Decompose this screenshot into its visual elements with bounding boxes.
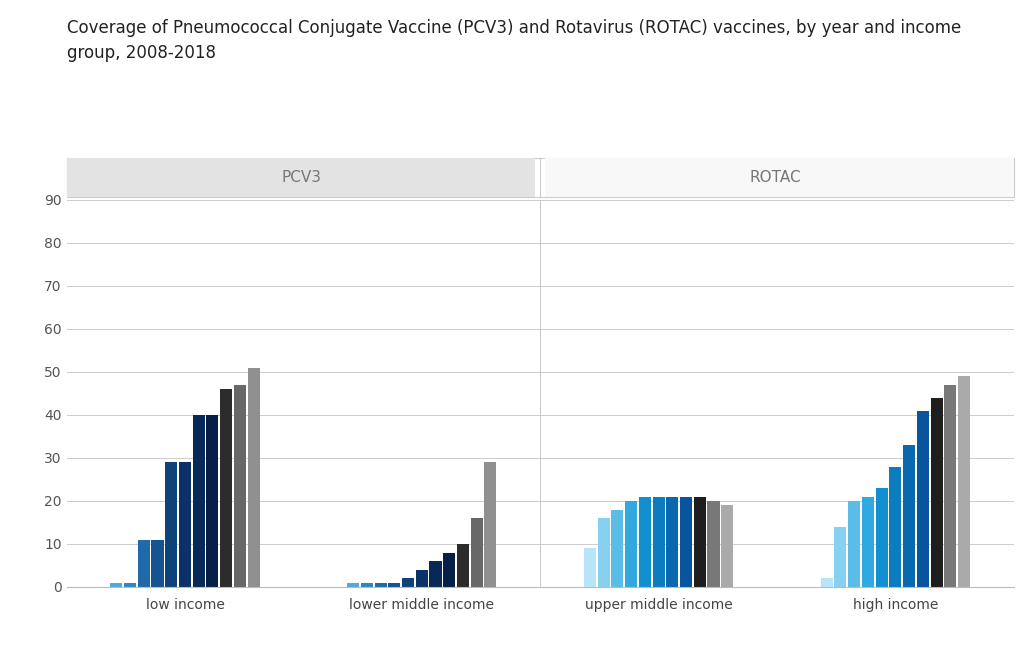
Bar: [889, 466, 901, 587]
Bar: [721, 505, 733, 587]
Bar: [179, 462, 191, 587]
Bar: [667, 497, 678, 587]
Bar: [207, 415, 218, 587]
Bar: [165, 462, 177, 587]
Bar: [584, 548, 596, 587]
Bar: [876, 488, 888, 587]
Bar: [545, 158, 1014, 197]
Bar: [611, 510, 624, 587]
Bar: [903, 445, 915, 587]
Bar: [124, 582, 136, 587]
Bar: [931, 398, 943, 587]
Text: PCV3: PCV3: [282, 170, 322, 185]
Bar: [347, 582, 359, 587]
Bar: [137, 540, 150, 587]
Bar: [680, 497, 692, 587]
Text: ROTAC: ROTAC: [750, 170, 801, 185]
Bar: [416, 570, 428, 587]
Bar: [152, 540, 164, 587]
Bar: [67, 158, 536, 197]
Bar: [388, 582, 400, 587]
Bar: [944, 385, 956, 587]
Bar: [693, 497, 706, 587]
Text: Coverage of Pneumococcal Conjugate Vaccine (PCV3) and Rotavirus (ROTAC) vaccines: Coverage of Pneumococcal Conjugate Vacci…: [67, 19, 961, 63]
Bar: [708, 501, 720, 587]
Bar: [429, 561, 441, 587]
Bar: [220, 389, 232, 587]
Bar: [625, 501, 637, 587]
Bar: [835, 527, 847, 587]
Bar: [457, 544, 469, 587]
Bar: [916, 411, 929, 587]
Bar: [402, 579, 414, 587]
Bar: [598, 518, 609, 587]
Bar: [958, 376, 970, 587]
Bar: [471, 518, 482, 587]
Bar: [820, 579, 833, 587]
Bar: [652, 497, 665, 587]
Bar: [375, 582, 387, 587]
Bar: [111, 582, 122, 587]
Bar: [360, 582, 373, 587]
Bar: [443, 553, 456, 587]
Bar: [639, 497, 651, 587]
Bar: [484, 462, 497, 587]
Bar: [233, 385, 246, 587]
Bar: [848, 501, 860, 587]
Bar: [248, 368, 260, 587]
Bar: [193, 415, 205, 587]
Bar: [862, 497, 873, 587]
